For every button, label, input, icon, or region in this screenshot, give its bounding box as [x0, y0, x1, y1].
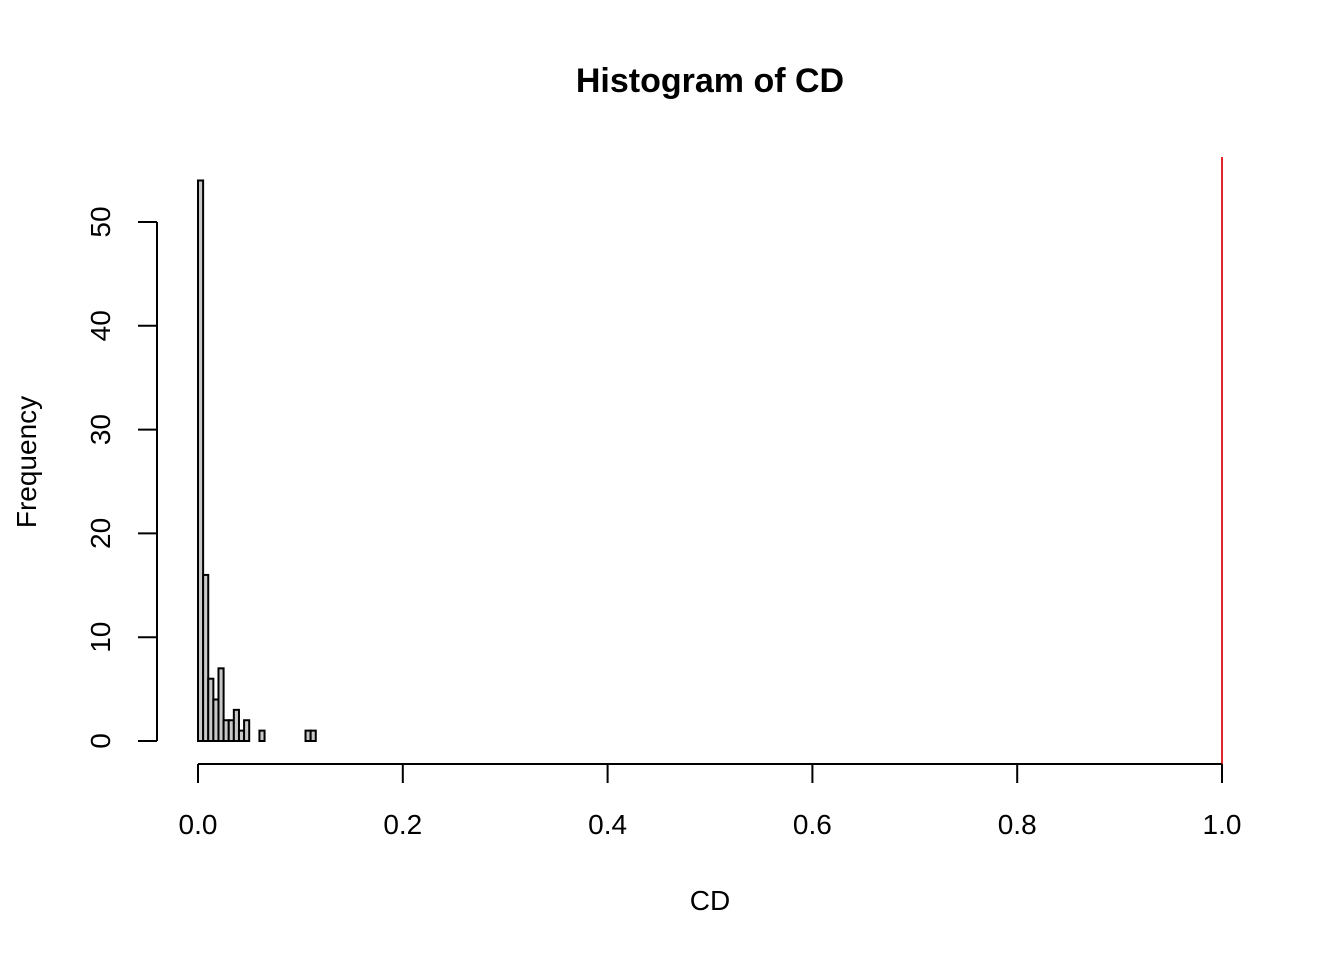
x-tick-label: 0.4	[588, 809, 627, 840]
y-tick-label: 40	[85, 310, 116, 341]
y-axis: 0 10 20 30 40 50	[85, 206, 158, 749]
y-axis-label: Frequency	[11, 396, 42, 528]
histogram-bar	[197, 179, 205, 743]
y-tick-label: 0	[85, 733, 116, 749]
x-tick-label: 0.0	[179, 809, 218, 840]
histogram-bar	[258, 729, 266, 742]
y-tick-label: 20	[85, 518, 116, 549]
y-tick-label: 10	[85, 622, 116, 653]
histogram-bars	[197, 179, 317, 743]
x-axis: 0.0 0.2 0.4 0.6 0.8 1.0	[179, 763, 1242, 840]
y-tick-label: 50	[85, 206, 116, 237]
histogram-bar	[309, 729, 317, 742]
x-tick-label: 1.0	[1203, 809, 1242, 840]
x-axis-label: CD	[690, 885, 730, 916]
x-tick-label: 0.6	[793, 809, 832, 840]
histogram-bar	[243, 719, 251, 742]
chart-title: Histogram of CD	[576, 62, 844, 100]
x-tick-label: 0.2	[383, 809, 422, 840]
histogram-bar	[217, 667, 225, 743]
histogram-bar	[232, 708, 240, 742]
histogram-bar	[202, 573, 210, 742]
x-tick-label: 0.8	[998, 809, 1037, 840]
y-tick-label: 30	[85, 414, 116, 445]
